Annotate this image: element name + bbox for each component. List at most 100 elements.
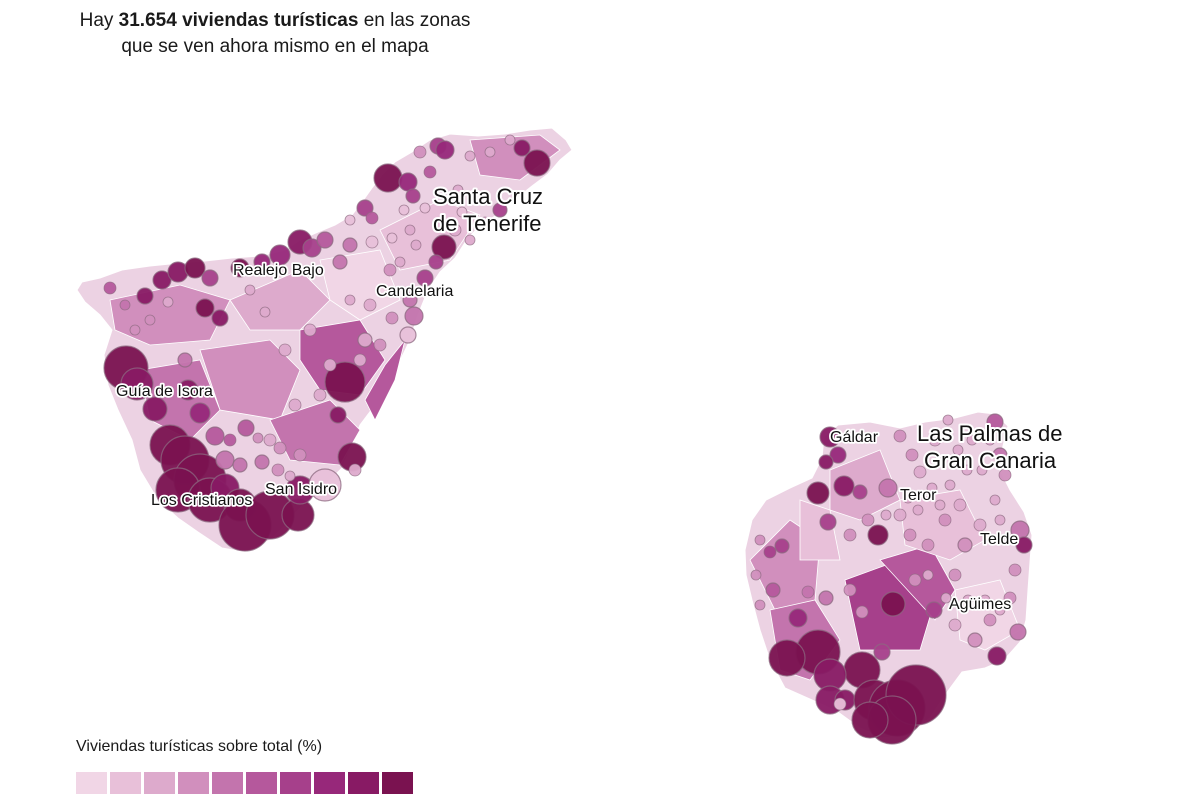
area-bubble [948,618,962,632]
area-bubble [399,326,417,344]
area-bubble [263,433,277,447]
legend-swatch-4 [178,772,209,794]
area-bubble [492,202,508,218]
area-bubble [259,306,271,318]
area-bubble [880,509,892,521]
area-bubble [452,184,464,196]
area-bubble [967,632,983,648]
area-bubble [513,139,531,157]
area-bubble [385,311,399,325]
area-bubble [365,211,379,225]
area-bubble [195,298,215,318]
legend: Viviendas turísticas sobre total (%) [76,738,413,794]
area-bubble [365,235,379,249]
area-bubble [942,414,954,426]
area-bubble [833,475,855,497]
legend-swatch-2 [110,772,141,794]
area-bubble [302,238,322,258]
label-las-palmas-1: Las Palmas de [917,421,1063,446]
label-san-isidro: San Isidro [265,481,337,498]
headline: Hay 31.654 viviendas turísticas en las z… [60,8,490,60]
legend-swatches [76,772,413,794]
area-bubble [893,508,907,522]
gran-canaria-bubbles [750,413,1033,745]
area-bubble [253,253,271,271]
label-teror: Teror [900,487,937,504]
area-bubble [405,188,421,204]
area-bubble [120,367,154,401]
label-telde: Telde [980,531,1018,548]
area-bubble [768,639,806,677]
area-bubble [905,448,919,462]
area-bubble [413,145,427,159]
area-bubble [484,146,496,158]
area-bubble [953,498,967,512]
area-bubble [435,140,455,160]
area-bubble [252,432,264,444]
area-bubble [373,163,403,193]
label-las-palmas-2: Gran Canaria [924,448,1057,473]
area-bubble [852,484,868,500]
area-bubble [136,287,154,305]
area-bubble [944,479,956,491]
legend-swatch-1 [76,772,107,794]
area-bubble [867,524,889,546]
area-bubble [986,413,1004,431]
area-bubble [223,433,237,447]
gran-canaria-island[interactable] [744,411,1033,745]
label-aguimes: Agüimes [949,596,1011,613]
area-bubble [205,426,225,446]
label-candelaria: Candelaria [376,283,453,300]
area-bubble [819,426,841,448]
area-bubble [103,281,117,295]
area-bubble [456,206,468,218]
zone [199,339,301,421]
area-bubble [464,150,476,162]
area-bubble [329,406,347,424]
area-bubble [938,513,952,527]
area-bubble [215,450,235,470]
area-bubble [880,591,906,617]
area-bubble [144,314,156,326]
area-bubble [386,232,398,244]
label-santa-cruz-2: de Tenerife [433,211,541,236]
area-bubble [754,599,766,611]
area-bubble [316,231,334,249]
area-bubble [189,402,211,424]
area-bubble [230,258,250,278]
area-bubble [201,269,219,287]
area-bubble [356,199,374,217]
area-bubble [394,256,406,268]
tenerife-zones [109,134,561,466]
area-bubble [922,569,934,581]
area-bubble [504,134,516,146]
area-bubble [357,332,373,348]
area-bubble [284,470,296,482]
zone [364,339,406,421]
area-bubble [984,434,996,446]
area-bubble [1008,563,1022,577]
area-bubble [431,234,457,260]
area-bubble [404,306,424,326]
area-bubble [976,464,988,476]
legend-swatch-10 [382,772,413,794]
area-bubble [878,478,898,498]
area-bubble [818,454,834,470]
legend-swatch-7 [280,772,311,794]
area-bubble [323,358,337,372]
area-bubble [162,296,174,308]
area-bubble [750,569,762,581]
area-bubble [833,697,847,711]
area-bubble [184,257,206,279]
area-bubble [273,441,287,455]
area-bubble [754,534,766,546]
area-bubble [979,594,991,606]
tenerife-island[interactable] [76,127,573,553]
area-bubble [416,269,434,287]
area-bubble [344,214,356,226]
headline-line2: que se ven ahora mismo en el mapa [121,36,429,57]
area-bubble [851,701,889,739]
legend-swatch-3 [144,772,175,794]
area-bubble [254,454,270,470]
